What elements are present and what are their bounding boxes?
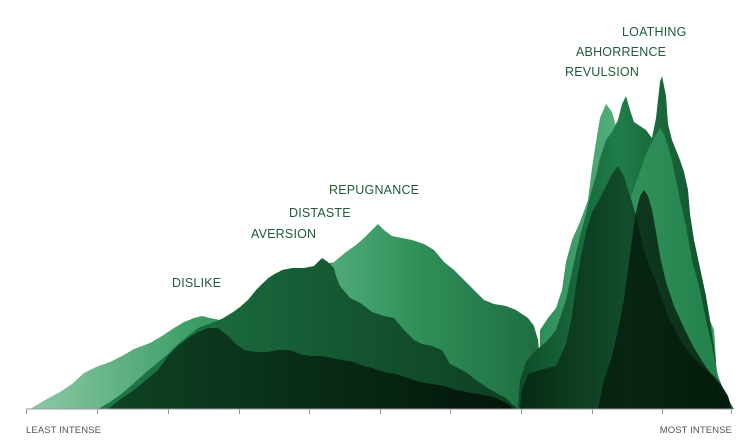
label-loathing: LOATHING <box>622 25 687 39</box>
label-abhorrence: ABHORRENCE <box>576 45 666 59</box>
intensity-axis: LEAST INTENSE MOST INTENSE <box>26 408 732 436</box>
axis-right-label: MOST INTENSE <box>660 425 732 436</box>
distaste-area <box>108 328 514 409</box>
axis-ticks <box>26 409 732 414</box>
label-aversion: AVERSION <box>251 227 316 241</box>
loathing-core <box>598 190 732 409</box>
label-revulsion: REVULSION <box>565 65 639 79</box>
label-dislike: DISLIKE <box>172 276 221 290</box>
label-repugnance: REPUGNANCE <box>329 183 419 197</box>
axis-left-label: LEAST INTENSE <box>26 425 101 436</box>
label-distaste: DISTASTE <box>289 206 351 220</box>
